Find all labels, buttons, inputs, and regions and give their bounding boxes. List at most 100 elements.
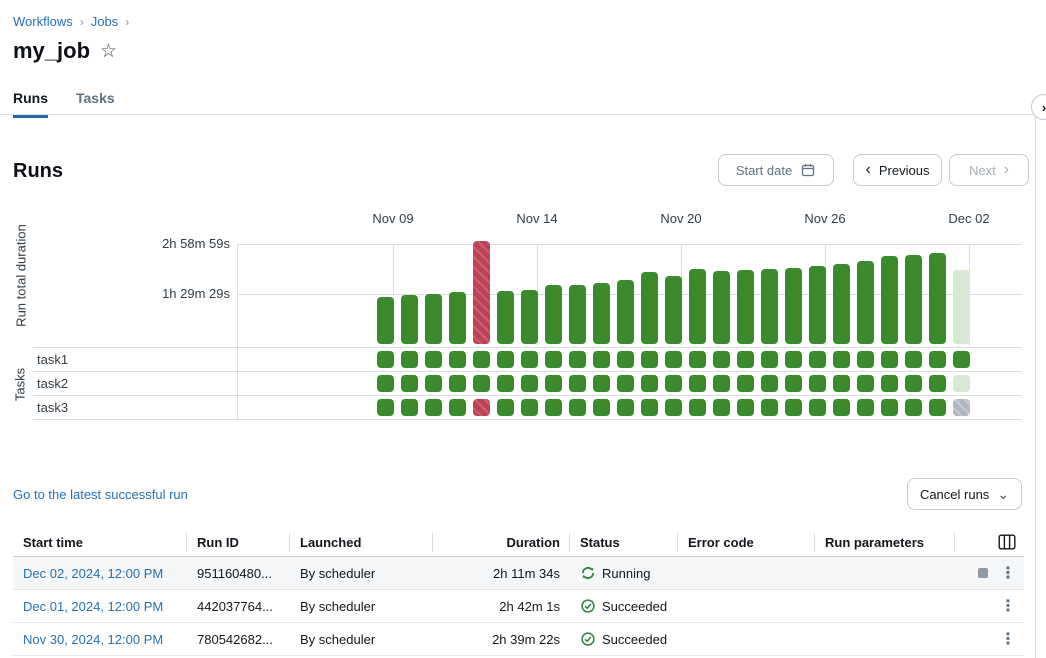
task-result-square[interactable]	[712, 375, 730, 392]
run-duration-bar[interactable]	[544, 285, 562, 344]
task-result-square[interactable]	[832, 375, 850, 392]
task-result-square[interactable]	[472, 399, 490, 416]
task-result-square[interactable]	[496, 399, 514, 416]
task-result-square[interactable]	[568, 375, 586, 392]
run-duration-bar[interactable]	[568, 285, 586, 344]
run-duration-bar[interactable]	[424, 294, 442, 344]
task-result-square[interactable]	[808, 375, 826, 392]
task-result-square[interactable]	[448, 351, 466, 368]
task-result-square[interactable]	[472, 375, 490, 392]
task-result-square[interactable]	[736, 375, 754, 392]
run-duration-bar[interactable]	[448, 291, 466, 344]
run-duration-bar[interactable]	[688, 268, 706, 344]
task-result-square[interactable]	[760, 399, 778, 416]
run-duration-bar[interactable]	[784, 267, 802, 344]
task-result-square[interactable]	[856, 399, 874, 416]
column-header-run-id[interactable]: Run ID	[187, 528, 290, 556]
task-result-square[interactable]	[808, 351, 826, 368]
table-row[interactable]: Dec 02, 2024, 12:00 PM 951160480... By s…	[13, 557, 1024, 590]
task-result-square[interactable]	[616, 399, 634, 416]
task-result-square[interactable]	[856, 351, 874, 368]
panel-toggle-button[interactable]: ›	[1031, 94, 1046, 120]
task-result-square[interactable]	[952, 351, 970, 368]
run-duration-bar[interactable]	[760, 268, 778, 344]
task-result-square[interactable]	[928, 375, 946, 392]
run-start-time-link[interactable]: Nov 30, 2024, 12:00 PM	[23, 631, 164, 647]
column-header-status[interactable]: Status	[570, 528, 678, 556]
kebab-menu-icon[interactable]: ⋮	[1000, 598, 1016, 615]
task-result-square[interactable]	[832, 399, 850, 416]
kebab-menu-icon[interactable]: ⋮	[1000, 565, 1016, 582]
task-result-square[interactable]	[424, 375, 442, 392]
run-duration-bar[interactable]	[832, 263, 850, 344]
task-result-square[interactable]	[400, 375, 418, 392]
task-result-square[interactable]	[496, 351, 514, 368]
previous-button[interactable]: ‹ Previous	[853, 154, 942, 186]
stop-run-icon[interactable]	[978, 568, 988, 578]
task-result-square[interactable]	[568, 351, 586, 368]
task-result-square[interactable]	[424, 399, 442, 416]
run-duration-bar[interactable]	[616, 279, 634, 344]
task-result-square[interactable]	[376, 399, 394, 416]
task-result-square[interactable]	[448, 399, 466, 416]
task-result-square[interactable]	[376, 375, 394, 392]
task-result-square[interactable]	[592, 375, 610, 392]
task-result-square[interactable]	[592, 351, 610, 368]
run-duration-bar[interactable]	[808, 265, 826, 344]
task-result-square[interactable]	[688, 351, 706, 368]
task-result-square[interactable]	[544, 399, 562, 416]
task-result-square[interactable]	[400, 351, 418, 368]
task-result-square[interactable]	[736, 351, 754, 368]
task-result-square[interactable]	[808, 399, 826, 416]
task-result-square[interactable]	[568, 399, 586, 416]
column-header-start-time[interactable]: Start time	[13, 528, 187, 556]
run-duration-bar[interactable]	[880, 256, 898, 344]
run-duration-bar[interactable]	[904, 254, 922, 344]
task-result-square[interactable]	[880, 375, 898, 392]
task-result-square[interactable]	[688, 375, 706, 392]
column-header-error-code[interactable]: Error code	[678, 528, 815, 556]
task-result-square[interactable]	[664, 351, 682, 368]
task-result-square[interactable]	[832, 351, 850, 368]
task-result-square[interactable]	[760, 351, 778, 368]
task-result-square[interactable]	[472, 351, 490, 368]
task-result-square[interactable]	[520, 351, 538, 368]
task-result-square[interactable]	[760, 375, 778, 392]
favorite-star-icon[interactable]: ☆	[100, 40, 118, 62]
task-result-square[interactable]	[448, 375, 466, 392]
column-header-run-parameters[interactable]: Run parameters	[815, 528, 955, 556]
task-result-square[interactable]	[400, 399, 418, 416]
task-result-square[interactable]	[856, 375, 874, 392]
task-result-square[interactable]	[544, 351, 562, 368]
next-button-disabled[interactable]: Next ›	[949, 154, 1029, 186]
run-duration-bar[interactable]	[952, 270, 970, 344]
breadcrumb-workflows[interactable]: Workflows	[13, 14, 73, 29]
run-duration-bar[interactable]	[736, 270, 754, 344]
run-duration-bar[interactable]	[520, 289, 538, 344]
column-header-duration[interactable]: Duration	[433, 528, 570, 556]
start-date-button[interactable]: Start date	[718, 154, 834, 186]
task-result-square[interactable]	[928, 351, 946, 368]
latest-successful-run-link[interactable]: Go to the latest successful run	[13, 487, 188, 502]
task-result-square[interactable]	[664, 399, 682, 416]
cancel-runs-button[interactable]: Cancel runs ⌄	[907, 478, 1022, 510]
task-result-square[interactable]	[640, 351, 658, 368]
table-row[interactable]: Dec 01, 2024, 12:00 PM 442037764... By s…	[13, 590, 1024, 623]
tab-runs[interactable]: Runs	[13, 90, 48, 118]
task-result-square[interactable]	[616, 375, 634, 392]
run-duration-bar[interactable]	[496, 290, 514, 344]
run-duration-bar[interactable]	[376, 297, 394, 344]
run-duration-bar[interactable]	[592, 283, 610, 344]
task-result-square[interactable]	[880, 399, 898, 416]
task-result-square[interactable]	[640, 399, 658, 416]
task-result-square[interactable]	[424, 351, 442, 368]
task-result-square[interactable]	[616, 351, 634, 368]
table-row[interactable]: Nov 30, 2024, 12:00 PM 780542682... By s…	[13, 623, 1024, 656]
run-duration-bar[interactable]	[712, 271, 730, 344]
task-result-square[interactable]	[592, 399, 610, 416]
run-duration-bar[interactable]	[664, 276, 682, 344]
run-duration-bar[interactable]	[856, 261, 874, 344]
task-result-square[interactable]	[904, 399, 922, 416]
run-duration-bar[interactable]	[472, 240, 490, 344]
task-result-square[interactable]	[904, 351, 922, 368]
